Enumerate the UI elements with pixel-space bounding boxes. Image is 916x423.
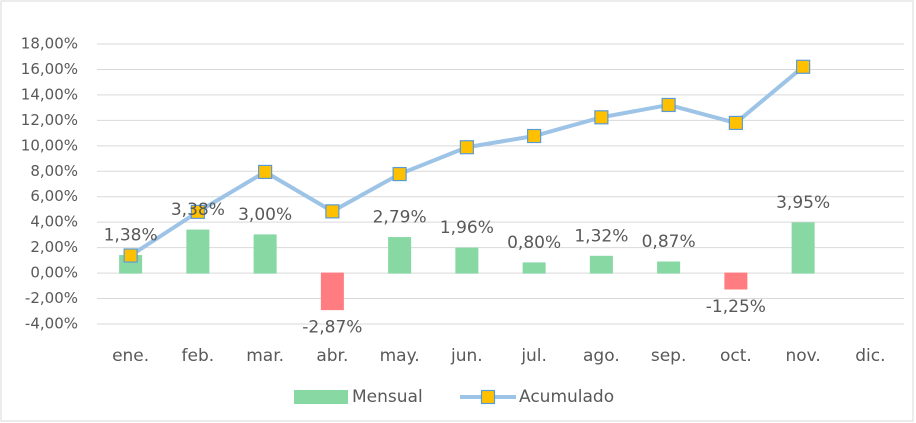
y-tick-label: -4,00%	[25, 315, 78, 333]
data-label: 1,96%	[440, 218, 494, 238]
bar	[253, 234, 277, 274]
x-tick-label: jul.	[520, 346, 547, 366]
data-label: 0,87%	[642, 232, 696, 252]
data-label: 1,32%	[574, 226, 628, 246]
y-tick-label: 4,00%	[30, 213, 78, 231]
marker	[728, 115, 743, 131]
marker	[190, 204, 205, 219]
data-label: -2,87%	[302, 318, 362, 338]
data-label: 3,95%	[776, 193, 830, 213]
x-tick-label: mar.	[246, 346, 284, 366]
x-tick-label: feb.	[182, 346, 215, 366]
marker	[796, 59, 811, 74]
bar	[320, 272, 344, 311]
y-tick-label: 6,00%	[30, 187, 78, 205]
marker	[459, 140, 474, 155]
legend-marker	[480, 389, 496, 405]
x-tick-label: nov.	[785, 346, 820, 366]
y-tick-label: 14,00%	[21, 85, 78, 103]
data-label: 3,00%	[238, 205, 292, 225]
data-label: 1,38%	[104, 226, 158, 246]
x-tick-label: ene.	[112, 346, 149, 366]
y-tick-label: 0,00%	[30, 264, 78, 282]
y-tick-label: 12,00%	[21, 111, 78, 129]
legend-label: Acumulado	[519, 387, 614, 407]
data-label: 0,80%	[507, 233, 561, 253]
x-tick-label: abr.	[316, 346, 348, 366]
marker	[594, 110, 609, 125]
bar	[522, 262, 546, 274]
bar	[455, 247, 479, 274]
data-label: 3,38%	[171, 200, 225, 220]
marker	[661, 97, 676, 113]
bar	[657, 261, 681, 274]
bar	[791, 222, 815, 274]
x-tick-label: jun.	[450, 346, 483, 366]
y-tick-label: 8,00%	[30, 162, 78, 180]
y-tick-label: 16,00%	[21, 60, 78, 78]
y-tick-label: 10,00%	[21, 136, 78, 154]
marker	[527, 128, 542, 144]
marker	[325, 204, 340, 219]
legend-swatch	[294, 390, 348, 404]
y-tick-label: -2,00%	[25, 289, 78, 307]
legend-label: Mensual	[352, 387, 423, 407]
bar	[186, 229, 210, 274]
x-tick-label: dic.	[855, 346, 885, 366]
data-label: -1,25%	[706, 297, 766, 317]
bar	[724, 272, 748, 290]
marker	[123, 248, 138, 263]
data-label: 2,79%	[373, 208, 427, 228]
y-tick-label: 18,00%	[21, 35, 78, 53]
x-tick-label: sep.	[651, 346, 687, 366]
marker	[392, 166, 407, 182]
x-tick-label: oct.	[720, 346, 752, 366]
x-tick-label: ago.	[583, 346, 620, 366]
y-tick-label: 2,00%	[30, 238, 78, 256]
x-tick-label: may.	[380, 346, 420, 366]
bar	[589, 255, 613, 274]
marker	[258, 164, 273, 180]
bar	[388, 237, 412, 274]
